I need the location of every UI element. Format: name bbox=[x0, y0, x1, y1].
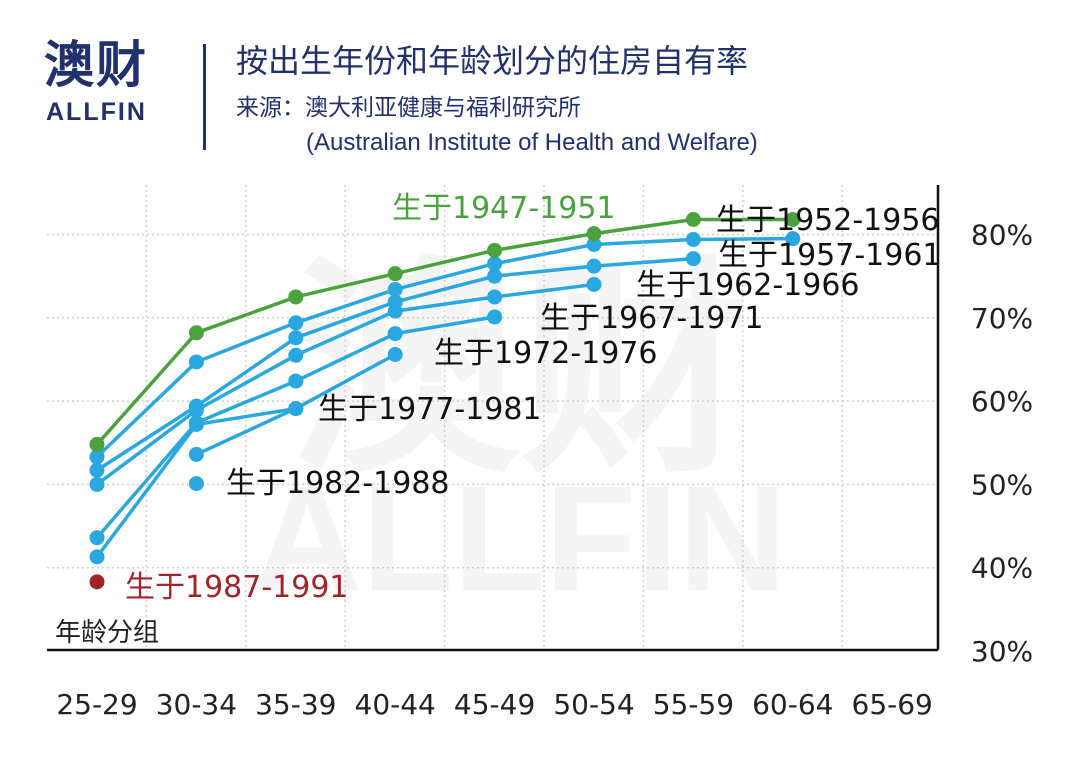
x-tick-label: 45-49 bbox=[454, 688, 535, 721]
data-point bbox=[586, 276, 602, 292]
series-label: 生于1967-1971 bbox=[540, 301, 764, 336]
data-point bbox=[188, 325, 204, 341]
header-divider bbox=[203, 44, 206, 150]
data-point bbox=[685, 231, 701, 247]
series-line bbox=[95, 352, 397, 558]
data-point bbox=[487, 256, 503, 272]
data-point bbox=[586, 226, 602, 242]
data-point bbox=[785, 231, 801, 247]
data-point bbox=[89, 530, 105, 546]
data-point bbox=[89, 436, 105, 452]
data-point bbox=[387, 266, 403, 282]
data-point bbox=[586, 258, 602, 274]
logo-text-en: ALLFIN bbox=[46, 98, 147, 126]
data-point bbox=[288, 373, 304, 389]
series-label: 生于1962-1966 bbox=[636, 268, 860, 303]
data-point bbox=[387, 346, 403, 362]
series-label: 生于1987-1991 bbox=[125, 570, 349, 605]
data-point bbox=[188, 446, 204, 462]
data-point bbox=[288, 315, 304, 331]
x-tick-label: 40-44 bbox=[355, 688, 436, 721]
y-tick-label: 80% bbox=[971, 219, 1033, 252]
data-point bbox=[487, 309, 503, 325]
data-point bbox=[387, 303, 403, 319]
chart-title: 按出生年份和年龄划分的住房自有率 bbox=[236, 42, 749, 80]
series-label: 生于1977-1981 bbox=[318, 392, 542, 427]
data-point bbox=[387, 281, 403, 297]
data-point bbox=[586, 236, 602, 252]
y-tick-label: 60% bbox=[971, 385, 1033, 418]
y-tick-label: 50% bbox=[971, 468, 1033, 501]
x-axis-title: 年龄分组 bbox=[55, 618, 159, 648]
y-tick-label: 30% bbox=[971, 635, 1033, 668]
data-point bbox=[89, 449, 105, 465]
series-label: 生于1972-1976 bbox=[434, 336, 658, 371]
data-point bbox=[288, 401, 304, 417]
data-point bbox=[288, 347, 304, 363]
x-tick-label: 30-34 bbox=[156, 688, 237, 721]
logo-text-cn: 澳财 bbox=[44, 36, 148, 94]
x-tick-label: 50-54 bbox=[553, 688, 634, 721]
x-tick-label: 65-69 bbox=[852, 688, 933, 721]
data-point bbox=[685, 251, 701, 267]
source-label-en: (Australian Institute of Health and Welf… bbox=[306, 129, 758, 156]
data-point bbox=[89, 462, 105, 478]
y-tick-label: 70% bbox=[971, 302, 1033, 335]
x-tick-label: 25-29 bbox=[56, 688, 137, 721]
series-line bbox=[95, 282, 595, 486]
data-point bbox=[487, 242, 503, 258]
data-point bbox=[89, 549, 105, 565]
series-line bbox=[95, 217, 793, 446]
data-point bbox=[487, 268, 503, 284]
data-point bbox=[685, 212, 701, 228]
y-tick-label: 40% bbox=[971, 552, 1033, 585]
data-point bbox=[89, 574, 105, 590]
series-label: 生于1952-1956 bbox=[716, 203, 940, 238]
series-line bbox=[95, 236, 793, 459]
x-tick-label: 55-59 bbox=[653, 688, 734, 721]
series-label: 生于1982-1988 bbox=[226, 466, 450, 501]
data-point bbox=[288, 330, 304, 346]
data-point bbox=[188, 476, 204, 492]
data-point bbox=[188, 402, 204, 418]
series-label: 生于1957-1961 bbox=[718, 238, 942, 273]
series-line bbox=[195, 407, 297, 457]
series-label: 生于1947-1951 bbox=[392, 191, 616, 226]
source-label: 来源：澳大利亚健康与福利研究所 bbox=[236, 95, 581, 121]
data-point bbox=[288, 289, 304, 305]
data-point bbox=[188, 354, 204, 370]
x-tick-label: 35-39 bbox=[255, 688, 336, 721]
data-point bbox=[188, 416, 204, 432]
data-point bbox=[785, 212, 801, 228]
data-point bbox=[487, 289, 503, 305]
header: 澳财 ALLFIN 按出生年份和年龄划分的住房自有率 来源：澳大利亚健康与福利研… bbox=[0, 0, 1080, 170]
x-tick-label: 60-64 bbox=[752, 688, 833, 721]
data-point bbox=[387, 326, 403, 342]
data-point bbox=[89, 476, 105, 492]
